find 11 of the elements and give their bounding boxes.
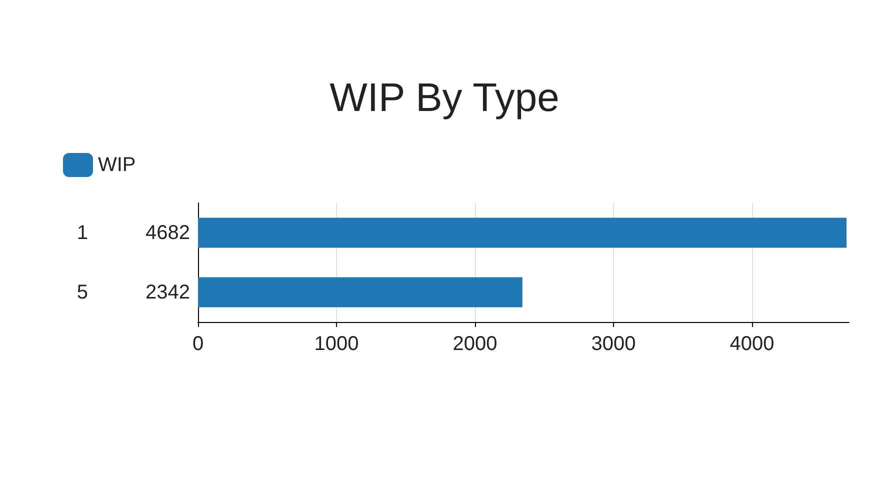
y-tick-label: 1	[76, 222, 88, 244]
x-tick-label: 4000	[730, 333, 774, 355]
x-tick-label: 0	[192, 333, 204, 355]
data-label: 2342	[146, 281, 190, 304]
x-tick-label: 3000	[591, 333, 636, 355]
x-tick-label: 1000	[314, 333, 359, 355]
y-tick-label: 5	[76, 281, 88, 304]
data-label: 4682	[146, 222, 190, 244]
legend-label: WIP	[98, 154, 136, 176]
x-tick-label: 2000	[452, 333, 498, 355]
chart-title: WIP By Type	[330, 76, 560, 120]
